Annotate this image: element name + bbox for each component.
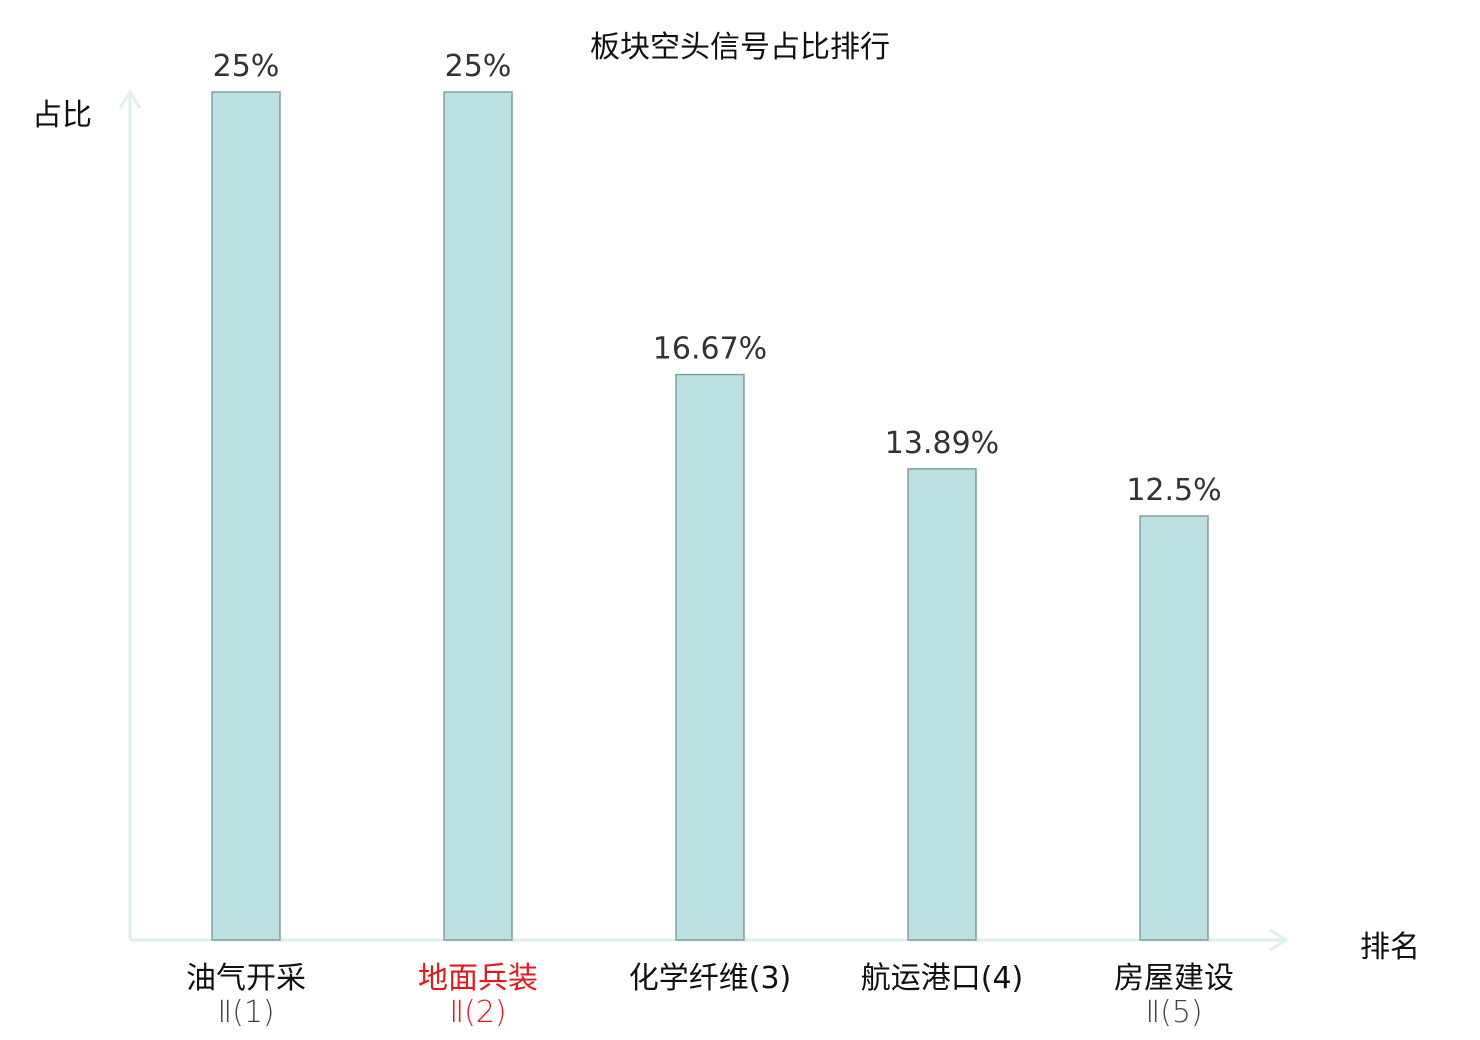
category-label-line2: Ⅱ(2) (449, 995, 507, 1030)
category-label-line1: 化学纤维(3) (628, 961, 792, 996)
category-label-line2: Ⅱ(1) (217, 995, 275, 1030)
category-label: 房屋建设 Ⅱ(5) (1059, 962, 1289, 1030)
bar (443, 91, 513, 941)
bar (907, 468, 977, 941)
category-label: 油气开采 Ⅱ(1) (131, 962, 361, 1030)
bar (211, 91, 281, 941)
bar-value-label: 13.89% (885, 426, 999, 461)
chart-title: 板块空头信号占比排行 (590, 30, 890, 65)
category-label-line1: 地面兵装 (418, 961, 538, 996)
value-labels: 25% 25% 16.67% 13.89% 12.5% (213, 49, 1222, 508)
category-label: 化学纤维(3) (595, 962, 825, 996)
bar-value-label: 12.5% (1126, 473, 1221, 508)
category-label-line1: 房屋建设 (1114, 961, 1234, 996)
category-label-line2: Ⅱ(5) (1145, 995, 1203, 1030)
x-axis-label: 排名 (1360, 930, 1420, 965)
bar-value-label: 16.67% (653, 332, 767, 367)
y-axis-label: 占比 (32, 98, 92, 133)
bar-value-label: 25% (445, 49, 512, 84)
category-label: 航运港口(4) (827, 962, 1057, 996)
x-axis-arrow (1269, 928, 1289, 952)
category-label-line1: 航运港口(4) (860, 961, 1024, 996)
bar (1139, 515, 1209, 941)
bar (675, 373, 745, 941)
category-label: 地面兵装 Ⅱ(2) (363, 962, 593, 1030)
category-label-line1: 油气开采 (186, 961, 306, 996)
bars (211, 91, 1209, 941)
y-axis-arrow (118, 89, 142, 109)
bar-value-label: 25% (213, 49, 280, 84)
